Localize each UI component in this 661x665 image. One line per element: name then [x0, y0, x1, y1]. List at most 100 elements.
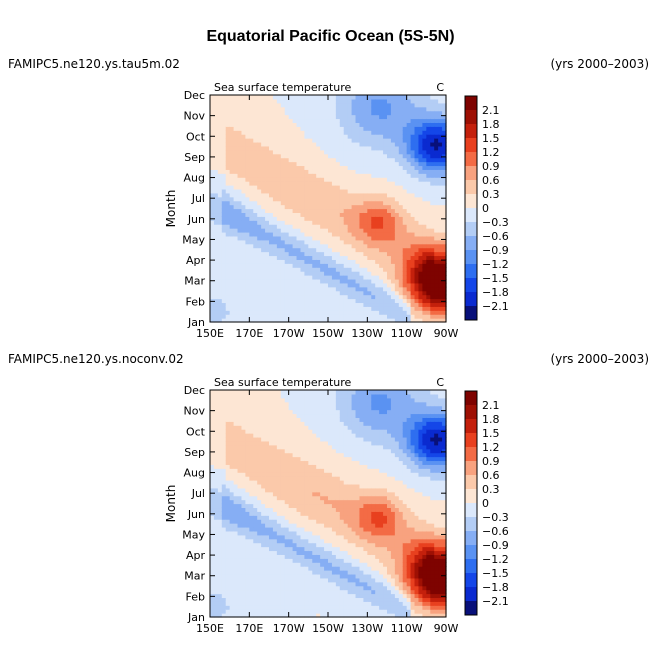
heatmap-cell — [356, 146, 361, 151]
heatmap-cell — [411, 314, 416, 319]
heatmap-cell — [241, 271, 246, 276]
heatmap-cell — [253, 306, 258, 311]
heatmap-cell — [281, 402, 286, 407]
heatmap-cell — [265, 492, 270, 497]
heatmap-cell — [226, 240, 231, 245]
heatmap-cell — [371, 158, 376, 163]
heatmap-cell — [273, 193, 278, 198]
heatmap-cell — [293, 504, 298, 509]
heatmap-cell — [293, 515, 298, 520]
heatmap-cell — [273, 550, 278, 555]
heatmap-cell — [430, 154, 435, 159]
heatmap-cell — [304, 162, 309, 167]
heatmap-cell — [336, 173, 341, 178]
heatmap-cell — [265, 95, 270, 100]
heatmap-cell — [344, 150, 349, 155]
heatmap-cell — [340, 310, 345, 315]
heatmap-cell — [218, 263, 223, 268]
heatmap-cell — [344, 162, 349, 167]
heatmap-cell — [214, 255, 219, 260]
heatmap-cell — [257, 425, 262, 430]
heatmap-cell — [253, 597, 258, 602]
heatmap-cell — [300, 531, 305, 536]
heatmap-cell — [418, 302, 423, 307]
heatmap-cell — [344, 130, 349, 135]
heatmap-cell — [426, 173, 431, 178]
heatmap-cell — [403, 150, 408, 155]
heatmap-cell — [395, 154, 400, 159]
heatmap-cell — [363, 146, 368, 151]
heatmap-cell — [269, 464, 274, 469]
heatmap-cell — [230, 547, 235, 552]
heatmap-cell — [297, 259, 302, 264]
heatmap-cell — [273, 527, 278, 532]
x-tick-label: 150W — [312, 327, 344, 340]
heatmap-cell — [249, 134, 254, 139]
heatmap-cell — [407, 209, 412, 214]
heatmap-cell — [261, 507, 266, 512]
heatmap-cell — [344, 126, 349, 131]
heatmap-cell — [230, 601, 235, 606]
heatmap-cell — [356, 306, 361, 311]
heatmap-cell — [249, 283, 254, 288]
heatmap-cell — [238, 398, 243, 403]
heatmap-cell — [289, 224, 294, 229]
heatmap-cell — [297, 390, 302, 395]
heatmap-cell — [289, 255, 294, 260]
heatmap-cell — [265, 299, 270, 304]
heatmap-cell — [265, 558, 270, 563]
heatmap-cell — [261, 107, 266, 112]
heatmap-cell — [230, 236, 235, 241]
heatmap-cell — [269, 107, 274, 112]
heatmap-cell — [285, 220, 290, 225]
heatmap-cell — [210, 594, 215, 599]
heatmap-cell — [234, 122, 239, 127]
heatmap-cell — [293, 314, 298, 319]
heatmap-cell — [344, 103, 349, 108]
heatmap-cell — [277, 158, 282, 163]
heatmap-cell — [375, 287, 380, 292]
heatmap-cell — [304, 216, 309, 221]
heatmap-cell — [418, 279, 423, 284]
heatmap-cell — [234, 398, 239, 403]
heatmap-cell — [300, 212, 305, 217]
heatmap-cell — [375, 193, 380, 198]
heatmap-cell — [281, 111, 286, 116]
heatmap-cell — [387, 181, 392, 186]
heatmap-cell — [383, 118, 388, 123]
heatmap-cell — [316, 142, 321, 147]
heatmap-cell — [422, 212, 427, 217]
heatmap-cell — [418, 232, 423, 237]
heatmap-cell — [238, 500, 243, 505]
heatmap-cell — [245, 118, 250, 123]
heatmap-cell — [241, 130, 246, 135]
heatmap-cell — [226, 205, 231, 210]
heatmap-cell — [293, 433, 298, 438]
heatmap-cell — [426, 185, 431, 190]
heatmap-cell — [261, 472, 266, 477]
heatmap-cell — [395, 111, 400, 116]
heatmap-cell — [257, 519, 262, 524]
heatmap-cell — [241, 107, 246, 112]
heatmap-cell — [289, 484, 294, 489]
heatmap-cell — [367, 263, 372, 268]
heatmap-cell — [304, 236, 309, 241]
heatmap-cell — [371, 224, 376, 229]
heatmap-cell — [300, 197, 305, 202]
heatmap-cell — [253, 566, 258, 571]
heatmap-cell — [234, 468, 239, 473]
heatmap-cell — [285, 255, 290, 260]
heatmap-cell — [285, 283, 290, 288]
heatmap-cell — [320, 107, 325, 112]
heatmap-cell — [336, 99, 341, 104]
heatmap-cell — [438, 244, 443, 249]
heatmap-cell — [214, 535, 219, 540]
heatmap-cell — [218, 484, 223, 489]
heatmap-cell — [297, 306, 302, 311]
heatmap-cell — [234, 402, 239, 407]
heatmap-cell — [340, 111, 345, 116]
heatmap-cell — [304, 570, 309, 575]
heatmap-cell — [304, 193, 309, 198]
heatmap-cell — [214, 476, 219, 481]
